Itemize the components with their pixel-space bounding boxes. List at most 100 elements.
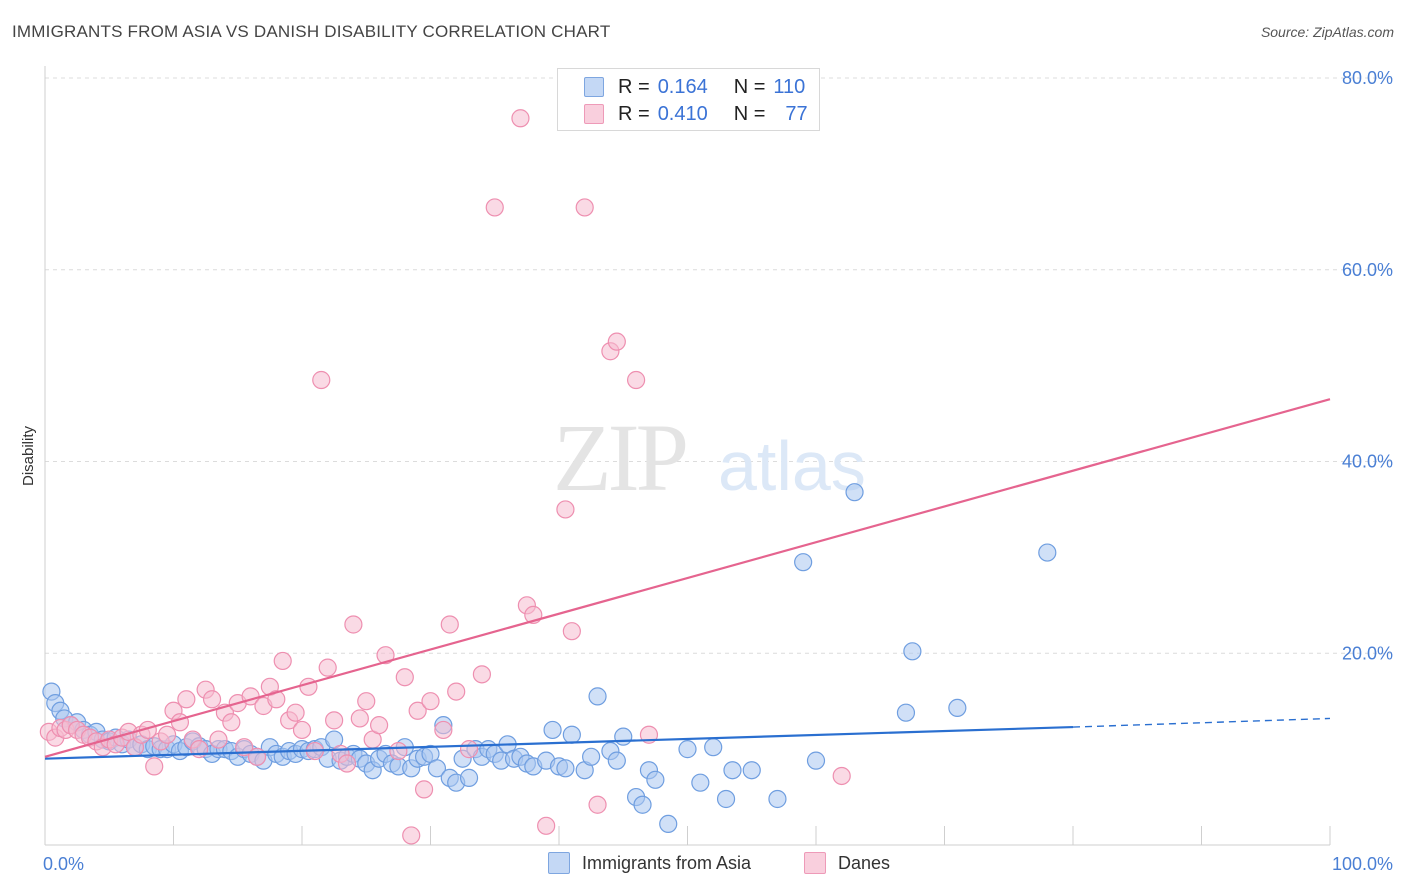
data-point — [350, 709, 369, 728]
series-immigrants-points — [42, 483, 1057, 834]
legend-swatch-blue — [584, 77, 604, 97]
x-tick-label: 100.0% — [1332, 854, 1393, 874]
data-point — [704, 738, 723, 757]
legend-swatch-blue — [548, 852, 570, 874]
legend-item-danes[interactable]: Danes — [804, 852, 890, 874]
data-point — [395, 668, 414, 687]
series-legend: Immigrants from Asia Danes — [0, 852, 1406, 878]
legend-n-value: 77 — [785, 102, 808, 125]
data-point — [286, 703, 305, 722]
data-point — [209, 730, 228, 749]
data-point — [691, 773, 710, 792]
data-point — [562, 725, 581, 744]
trend-line — [44, 398, 1331, 758]
data-point — [389, 741, 408, 761]
data-point — [768, 789, 787, 809]
data-point — [247, 747, 267, 766]
data-point — [447, 682, 466, 701]
data-point — [408, 701, 427, 720]
y-tick-labels: 20.0% 40.0% 60.0% 80.0% — [1342, 68, 1393, 663]
series-danes-points — [39, 109, 851, 845]
legend-r-label: R = — [618, 102, 650, 125]
data-point — [1038, 543, 1057, 562]
data-point — [170, 713, 190, 732]
trend-line-extension — [1072, 717, 1331, 728]
data-point — [325, 711, 344, 730]
legend-item-immigrants[interactable]: Immigrants from Asia — [548, 852, 751, 874]
watermark-atlas: atlas — [718, 427, 866, 505]
data-point — [607, 332, 626, 351]
data-point — [626, 370, 646, 390]
data-point — [434, 720, 453, 740]
data-point — [472, 665, 491, 684]
data-point — [292, 720, 312, 740]
y-tick-label: 80.0% — [1342, 68, 1393, 88]
data-point — [370, 716, 389, 735]
data-point — [614, 727, 633, 746]
legend-r-value: 0.410 — [657, 102, 708, 125]
y-tick-label: 20.0% — [1342, 643, 1393, 663]
data-point — [222, 713, 241, 732]
data-point — [607, 751, 626, 770]
data-point — [575, 198, 594, 217]
data-point — [806, 751, 826, 770]
axes — [44, 66, 1331, 846]
data-point — [845, 483, 864, 502]
watermark: ZIP atlas — [553, 404, 866, 511]
data-point — [742, 761, 761, 780]
data-point — [948, 698, 967, 717]
data-point — [157, 725, 177, 744]
legend-n-label: N = — [733, 75, 766, 98]
data-point — [678, 740, 697, 759]
data-point — [414, 780, 434, 799]
data-point — [903, 642, 922, 661]
data-point — [723, 761, 742, 780]
chart-title: IMMIGRANTS FROM ASIA VS DANISH DISABILIT… — [12, 22, 611, 41]
data-point — [440, 615, 459, 634]
data-point — [318, 658, 337, 677]
grid-lines — [45, 77, 1392, 654]
data-point — [588, 795, 607, 814]
data-point — [633, 795, 652, 814]
data-point — [562, 622, 581, 641]
data-point — [716, 789, 736, 809]
watermark-zip: ZIP — [553, 404, 686, 511]
data-point — [273, 651, 292, 671]
data-point — [832, 766, 851, 786]
x-tick-labels: 0.0% 100.0% — [43, 854, 1393, 874]
source-label: Source: ZipAtlas.com — [1260, 24, 1394, 40]
data-point — [646, 770, 665, 789]
legend-r-label: R = — [618, 75, 650, 98]
data-point — [421, 692, 440, 711]
legend-label-danes: Danes — [838, 852, 891, 873]
data-point — [659, 814, 678, 834]
data-point — [357, 692, 376, 711]
legend-n-value: 110 — [773, 75, 806, 98]
data-point — [543, 720, 562, 740]
data-point — [459, 768, 479, 787]
x-tick-label: 0.0% — [43, 854, 84, 874]
data-point — [177, 690, 196, 709]
data-point — [582, 747, 601, 766]
legend-swatch-pink — [804, 852, 826, 874]
legend-r-value: 0.164 — [657, 75, 708, 98]
legend-swatch-pink — [584, 104, 604, 124]
data-point — [344, 615, 363, 634]
data-point — [202, 690, 222, 709]
stats-legend: R = 0.164 N = 110 R = 0.410 N = 77 — [557, 68, 820, 131]
data-point — [267, 690, 286, 709]
y-tick-label: 40.0% — [1342, 452, 1393, 472]
data-point — [376, 646, 395, 665]
data-point — [427, 759, 447, 778]
legend-row-danes: R = 0.410 N = 77 — [584, 102, 808, 126]
data-point — [459, 740, 479, 759]
data-point — [794, 553, 813, 572]
legend-row-immigrants: R = 0.164 N = 110 — [584, 75, 805, 99]
legend-n-label: N = — [733, 102, 766, 125]
data-point — [556, 500, 575, 519]
y-axis-label: Disability — [20, 425, 37, 486]
data-point — [312, 370, 331, 390]
data-point — [896, 703, 916, 722]
data-point — [556, 759, 575, 778]
